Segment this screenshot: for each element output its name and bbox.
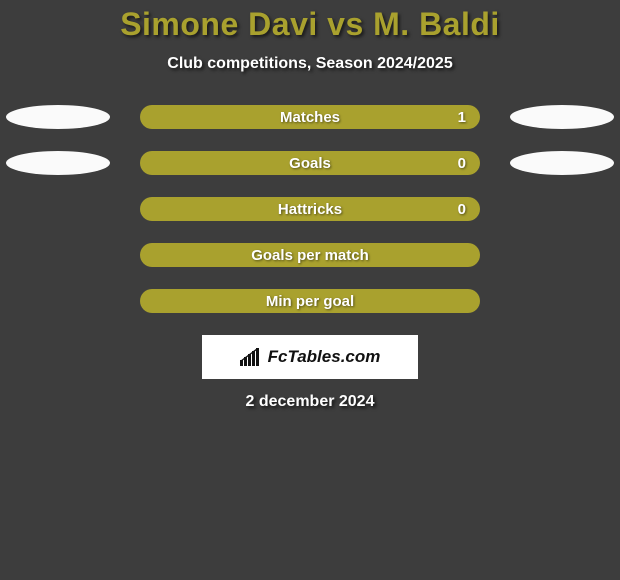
stat-label: Goals — [289, 155, 331, 172]
stat-bar: Goals 0 — [140, 151, 480, 175]
left-player-placeholder — [6, 289, 110, 313]
stat-label: Hattricks — [278, 201, 342, 218]
stat-bar: Hattricks 0 — [140, 197, 480, 221]
stat-label: Matches — [280, 109, 340, 126]
stat-label: Min per goal — [266, 293, 354, 310]
stat-value: 1 — [458, 109, 466, 126]
left-player-marker — [6, 151, 110, 175]
stat-rows: Matches 1 Goals 0 Hattricks 0 Goals per match M… — [0, 105, 620, 313]
stat-row: Hattricks 0 — [0, 197, 620, 221]
stat-row: Matches 1 — [0, 105, 620, 129]
brand-badge: FcTables.com — [202, 335, 418, 379]
brand-text: FcTables.com — [268, 347, 381, 367]
stat-bar: Goals per match — [140, 243, 480, 267]
chart-date: 2 december 2024 — [0, 393, 620, 411]
stat-bar: Min per goal — [140, 289, 480, 313]
chart-subtitle: Club competitions, Season 2024/2025 — [0, 55, 620, 73]
stat-value: 0 — [458, 155, 466, 172]
stat-row: Goals per match — [0, 243, 620, 267]
left-player-marker — [6, 105, 110, 129]
stat-row: Goals 0 — [0, 151, 620, 175]
chart-title: Simone Davi vs M. Baldi — [0, 6, 620, 43]
right-player-placeholder — [510, 289, 614, 313]
brand-bars-icon — [240, 348, 262, 366]
comparison-chart: Simone Davi vs M. Baldi Club competition… — [0, 0, 620, 411]
right-player-placeholder — [510, 197, 614, 221]
right-player-marker — [510, 105, 614, 129]
stat-row: Min per goal — [0, 289, 620, 313]
left-player-placeholder — [6, 243, 110, 267]
stat-label: Goals per match — [251, 247, 369, 264]
stat-bar: Matches 1 — [140, 105, 480, 129]
right-player-marker — [510, 151, 614, 175]
left-player-placeholder — [6, 197, 110, 221]
stat-value: 0 — [458, 201, 466, 218]
right-player-placeholder — [510, 243, 614, 267]
